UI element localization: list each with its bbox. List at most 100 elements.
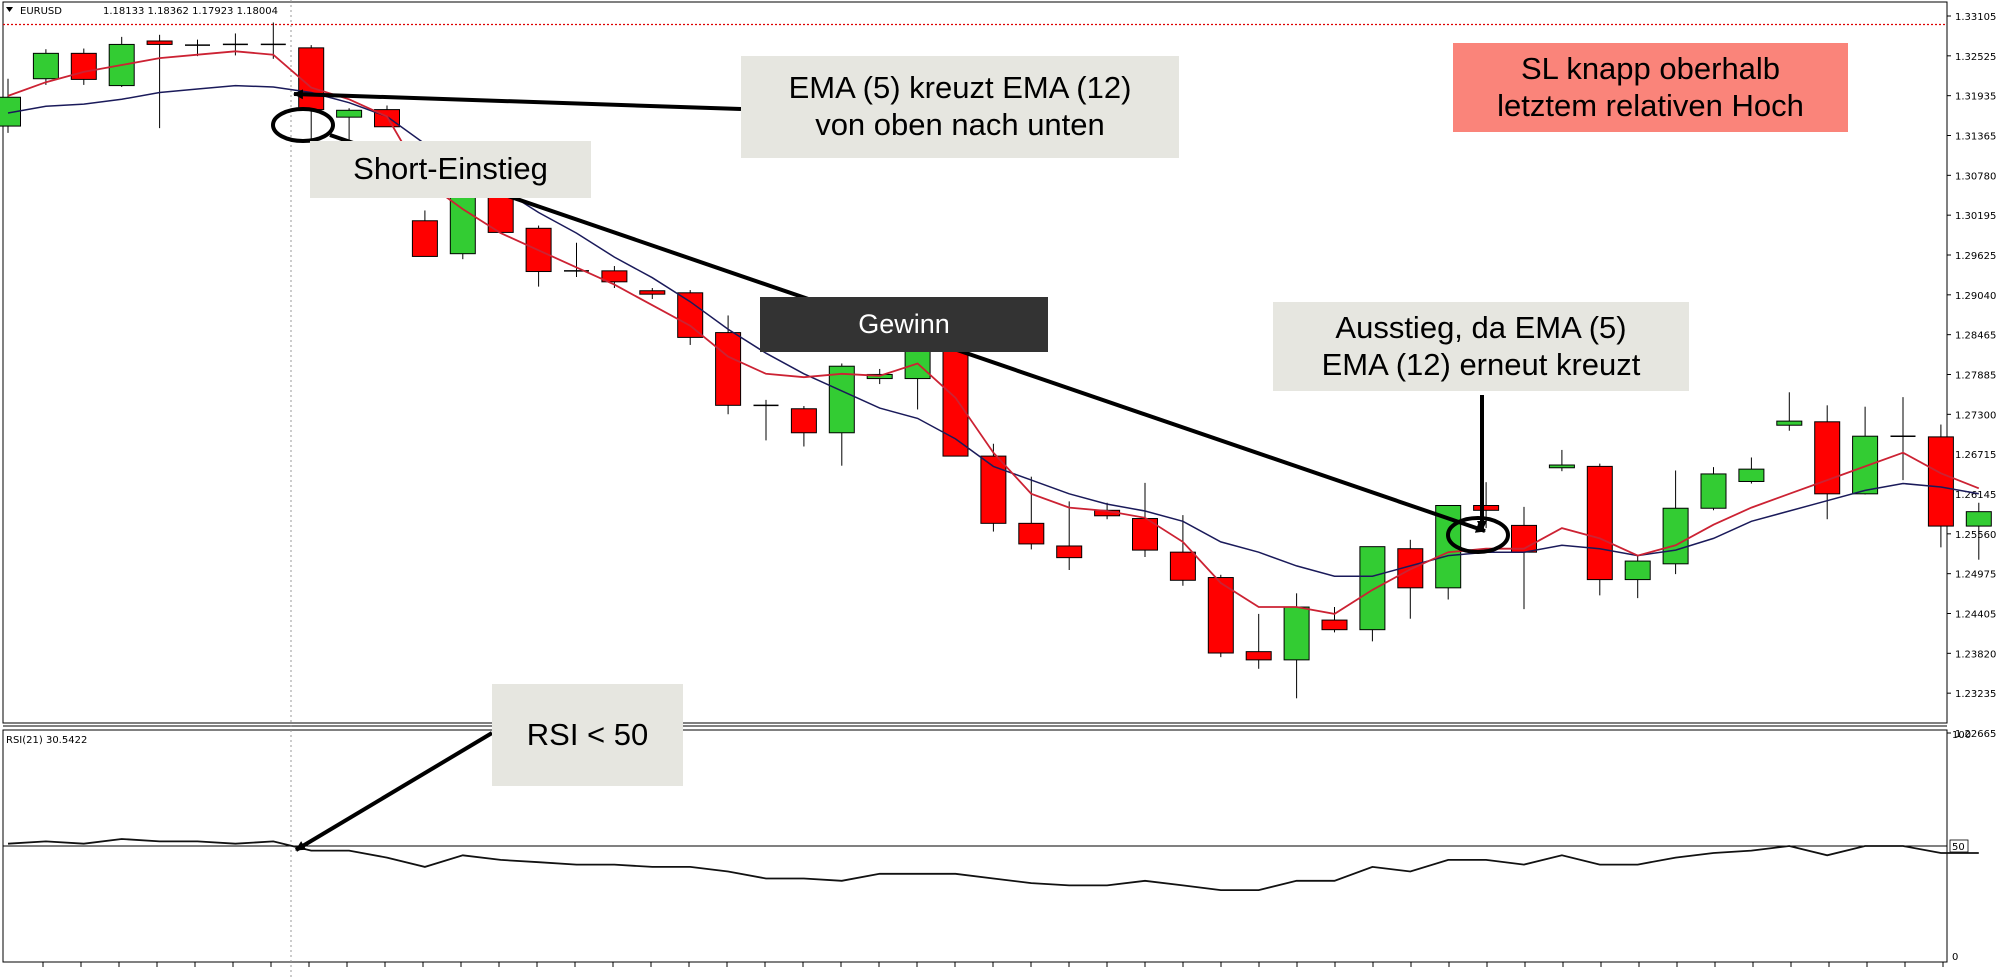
bull-candle-body xyxy=(336,109,363,118)
candle xyxy=(1548,449,1575,472)
price-tick-label: 1.29040 xyxy=(1955,291,1996,302)
bear-candle-body xyxy=(1207,577,1234,654)
bull-candle-body xyxy=(449,188,476,255)
bear-candle-body xyxy=(1321,619,1348,631)
bear-candle-body xyxy=(1927,436,1954,527)
bull-candle-body xyxy=(1548,464,1575,469)
candle xyxy=(108,36,135,87)
bear-candle-body xyxy=(298,47,325,111)
candles xyxy=(0,22,1992,699)
bear-candle-body xyxy=(1018,522,1045,545)
profit-annotation: Gewinn xyxy=(760,297,1048,352)
rsi-arrow xyxy=(294,731,494,852)
price-tick-label: 1.27300 xyxy=(1955,410,1996,421)
candle xyxy=(1814,405,1841,520)
bear-candle-body xyxy=(1473,504,1500,511)
candle xyxy=(1359,546,1386,642)
price-tick-label: 1.30195 xyxy=(1955,211,1996,222)
ema-cross-annotation: EMA (5) kreuzt EMA (12) von oben nach un… xyxy=(741,56,1179,158)
candle xyxy=(677,290,704,345)
candle xyxy=(790,406,817,447)
candle xyxy=(1511,506,1537,610)
candle xyxy=(715,315,742,415)
candle xyxy=(70,48,97,85)
bear-candle-body xyxy=(942,349,969,457)
candle xyxy=(411,210,438,257)
bear-candle-body xyxy=(1245,651,1272,661)
bull-candle-body xyxy=(32,52,59,80)
rsi-tick-label: 100 xyxy=(1952,730,1971,741)
ema-12-line xyxy=(7,84,1979,577)
candle xyxy=(1056,501,1083,570)
candle xyxy=(1207,574,1234,658)
candle xyxy=(1738,457,1765,484)
candle xyxy=(1132,482,1158,557)
exit-annotation: Ausstieg, da EMA (5) EMA (12) erneut kre… xyxy=(1273,302,1689,391)
bear-candle-body xyxy=(411,220,438,257)
bear-candle-body xyxy=(677,292,704,338)
candle xyxy=(0,78,21,133)
candle xyxy=(146,34,173,129)
short-entry-annotation: Short-Einstieg xyxy=(310,141,591,198)
bull-candle-body xyxy=(1283,606,1310,661)
symbol-label: EURUSD xyxy=(20,6,62,17)
price-tick-label: 1.24975 xyxy=(1955,570,1996,581)
bear-candle-body xyxy=(70,52,97,80)
ohlc-readout: 1.18133 1.18362 1.17923 1.18004 xyxy=(103,6,278,17)
bull-candle-body xyxy=(1852,435,1879,495)
rsi-panel xyxy=(3,838,1979,891)
bull-candle-body xyxy=(828,365,855,434)
price-tick-label: 1.26145 xyxy=(1955,490,1996,501)
price-tick-label: 1.22665 xyxy=(1955,729,1996,740)
rsi-condition-annotation: RSI < 50 xyxy=(492,684,683,786)
symbol-dropdown-icon[interactable] xyxy=(6,7,13,12)
price-tick-label: 1.25560 xyxy=(1955,530,1996,541)
candle xyxy=(1700,467,1727,511)
bear-candle-body xyxy=(790,408,817,434)
candle xyxy=(1965,502,1992,560)
bull-candle-body xyxy=(0,96,21,127)
bear-candle-body xyxy=(1169,551,1196,581)
price-tick-label: 1.31365 xyxy=(1955,132,1996,143)
candle xyxy=(1018,476,1045,550)
candle xyxy=(1624,556,1651,599)
entry-circle xyxy=(271,107,335,143)
rsi-indicator-label: RSI(21) 30.5422 xyxy=(6,735,87,746)
bull-candle-body xyxy=(1700,473,1727,509)
candle xyxy=(1852,406,1879,495)
price-tick-label: 1.28465 xyxy=(1955,331,1996,342)
candle xyxy=(525,225,552,287)
bear-candle-body xyxy=(146,40,173,45)
bear-candle-body xyxy=(601,270,628,283)
candle xyxy=(1169,515,1196,586)
rsi-tick-label: 50 xyxy=(1952,842,1965,853)
price-tick-label: 1.23235 xyxy=(1955,689,1996,700)
bear-candle-body xyxy=(1056,545,1083,559)
price-tick-label: 1.26715 xyxy=(1955,450,1996,461)
bear-candle-body xyxy=(639,290,666,295)
candle xyxy=(639,287,666,299)
price-tick-label: 1.29625 xyxy=(1955,251,1996,262)
bear-candle-body xyxy=(1586,465,1613,581)
price-tick-label: 1.27885 xyxy=(1955,371,1996,382)
stop-loss-annotation: SL knapp oberhalb letztem relativen Hoch xyxy=(1453,43,1848,132)
candle xyxy=(260,22,286,59)
price-tick-label: 1.33105 xyxy=(1955,12,1996,23)
price-tick-label: 1.23820 xyxy=(1955,649,1996,660)
candle xyxy=(1397,539,1424,619)
bull-candle-body xyxy=(1624,560,1651,581)
price-tick-label: 1.31935 xyxy=(1955,92,1996,103)
candle xyxy=(32,49,59,85)
bear-candle-body xyxy=(980,455,1007,524)
price-axis: 1.33105 1.32525 1.31935 1.31365 1.30780 1.301… xyxy=(1947,12,1996,963)
bull-candle-body xyxy=(1965,511,1992,527)
candle xyxy=(1890,397,1916,481)
price-tick-label: 1.32525 xyxy=(1955,52,1996,63)
candle xyxy=(753,399,779,441)
price-panel-border xyxy=(2,1,1948,724)
rsi-level-marker xyxy=(1949,839,1969,853)
candle xyxy=(1245,613,1272,669)
rsi-tick-label: 0 xyxy=(1952,952,1958,963)
bull-candle-body xyxy=(1662,507,1689,565)
